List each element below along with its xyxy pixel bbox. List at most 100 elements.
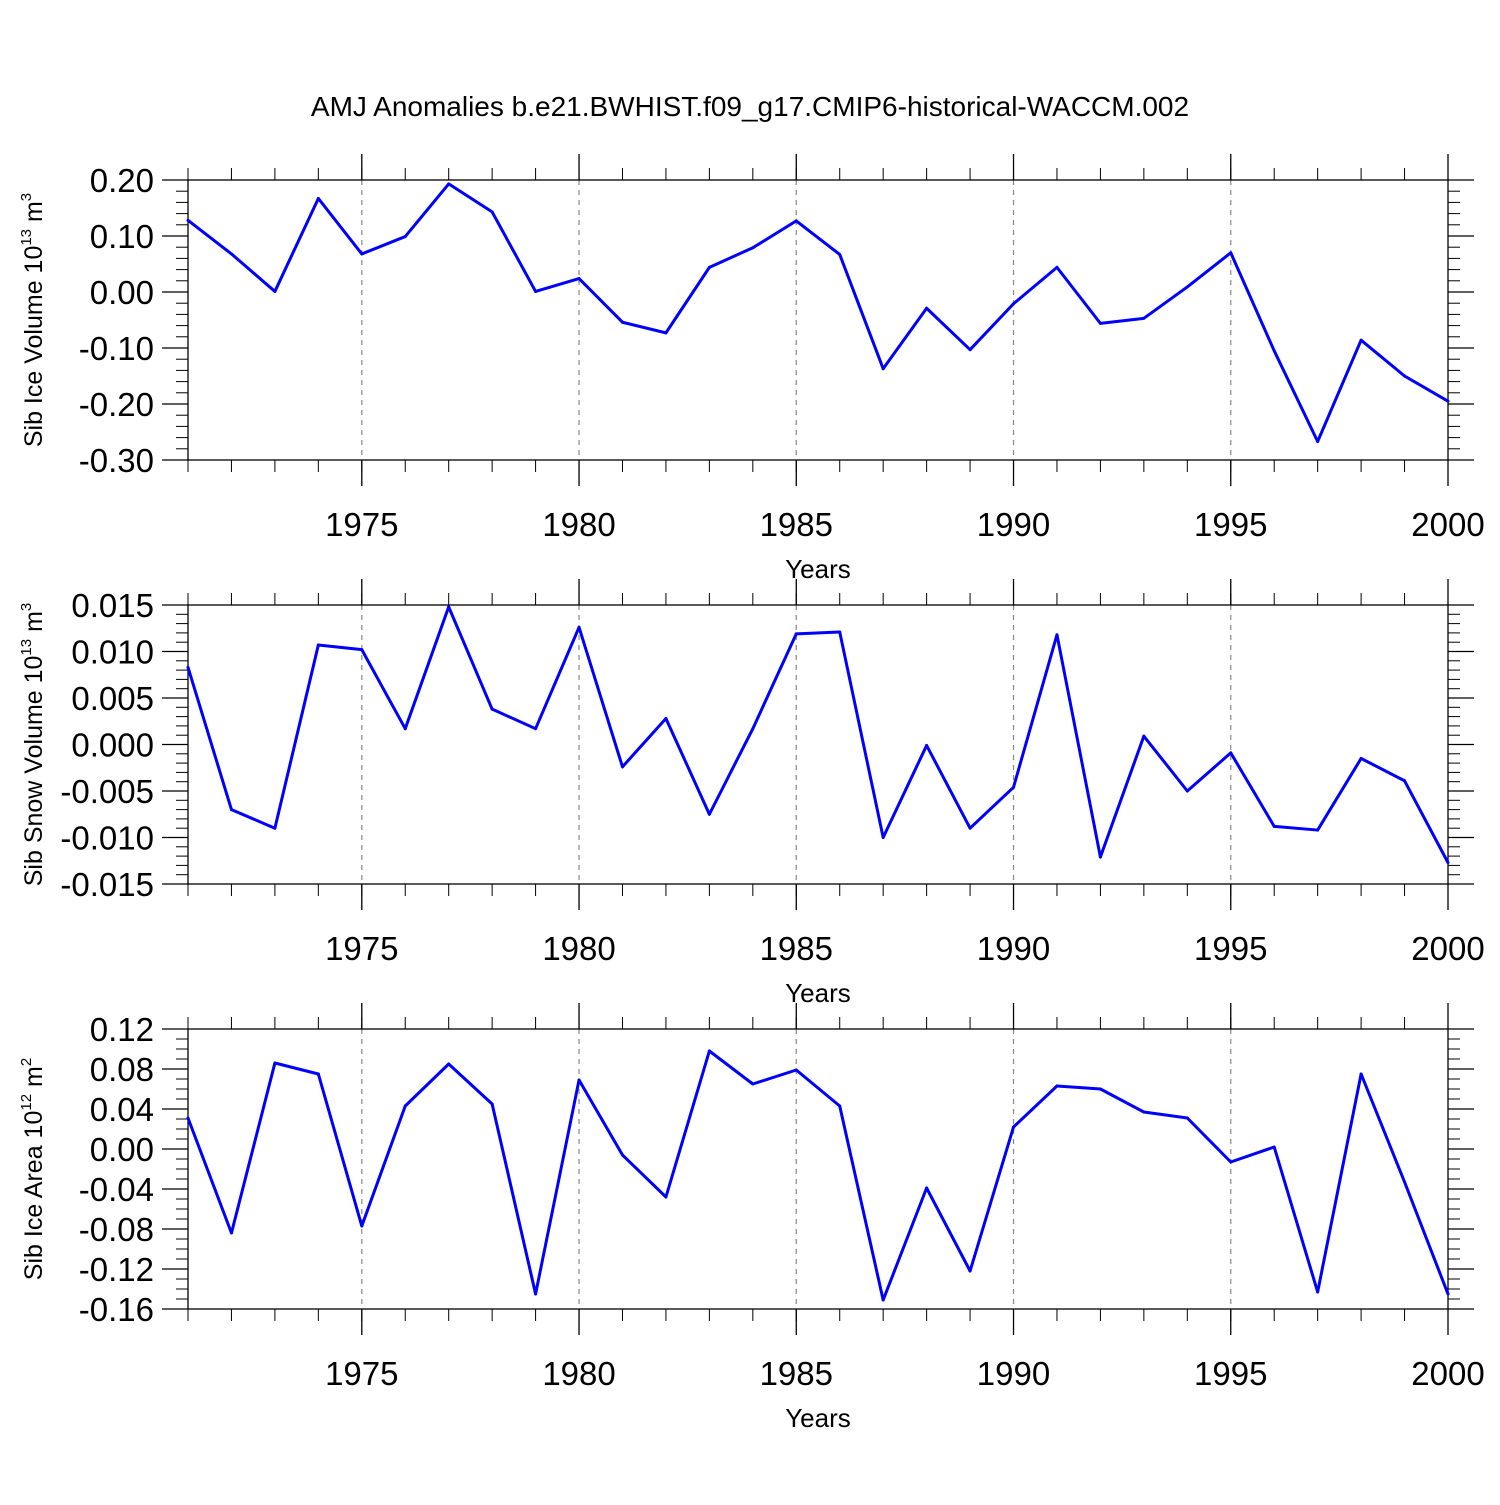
y-tick-label: -0.12 [79,1251,154,1288]
series-line [186,1049,1450,1302]
panel-ice-area: 0.120.080.040.00-0.04-0.08-0.12-0.16 1975… [18,1003,1485,1433]
y-axis-label-unit-exponent: 2 [18,1058,35,1066]
y-tick-label: -0.30 [79,442,154,479]
line-segment [1359,756,1407,783]
line-segment [838,252,885,371]
y-tick-label: -0.04 [79,1171,154,1208]
line-segment [360,235,407,256]
line-segment [707,727,755,816]
line-segment [925,306,972,352]
y-axis-label-text: Sib Ice Volume 10 [20,246,48,448]
x-tick-label: 1975 [325,930,398,967]
line-segment [707,1049,755,1086]
line-segment [1012,633,1059,789]
line-segment [273,643,320,830]
line-segment [316,196,364,256]
line-segment [1316,338,1363,444]
y-tick-label: 0.12 [90,1011,154,1048]
x-tick-label: 1985 [760,930,833,967]
y-tick-label: 0.00 [90,1131,154,1168]
panel-snow-volume: 0.015 0.010 0.005 0.000 -0.005 -0.010 -0.015 19… [18,579,1485,1008]
line-segment [1185,1116,1233,1164]
y-axis-label: Sib Snow Volume 1013 m3 [18,603,48,887]
y-tick-label: 0.005 [71,680,154,717]
line-segment [1012,265,1059,306]
line-segment [968,785,1016,830]
line-segment [447,605,494,711]
x-tick-label: 1975 [325,506,398,543]
x-tick-label: 1980 [542,930,615,967]
y-tick-label: 0.04 [90,1091,154,1128]
y-tick-label: 0.20 [90,162,154,199]
line-segment [1359,1072,1407,1184]
line-segment [664,716,711,816]
line-segment [1316,1072,1363,1294]
line-segment [490,1102,538,1296]
line-segment [534,625,581,731]
x-tick-label: 1995 [1194,506,1267,543]
y-axis-label-exponent: 13 [18,639,35,656]
line-segment [186,218,233,256]
x-tick-label: 1980 [542,506,615,543]
y-axis-label: Sib Ice Area 1012 m2 [18,1058,48,1280]
line-segment [751,1068,798,1086]
line-segment [186,665,233,812]
line-segment [1229,751,1276,828]
x-tick-label: 1980 [542,1355,615,1392]
line-segment [1272,349,1320,444]
x-tick-label: 1995 [1194,1355,1267,1392]
line-segment [229,252,277,293]
line-segment [229,1061,277,1235]
y-tick-label: -0.16 [79,1291,154,1328]
y-tick-label: -0.015 [60,866,154,903]
series-line [186,605,1450,865]
line-segment [1055,633,1102,859]
line-segment [1185,251,1233,289]
line-segment [186,1116,233,1235]
line-segment [751,632,798,731]
line-segment [1012,1084,1059,1129]
line-segment [794,630,842,636]
line-segment [794,1068,842,1108]
line-segment [751,219,798,250]
y-axis-label-unit: m [20,201,48,229]
y-axis-label-text: Sib Snow Volume 10 [20,656,48,887]
y-tick-label: -0.10 [79,330,154,367]
x-tick-label: 1975 [325,1355,398,1392]
x-tick-label: 1995 [1194,930,1267,967]
series-line [186,182,1450,444]
line-segment [881,306,929,371]
x-tick-label: 2000 [1411,930,1484,967]
line-segment [1316,756,1363,832]
x-tick-label: 2000 [1411,1355,1484,1392]
plot-frame [187,604,1449,885]
line-segment [1229,1145,1276,1164]
line-segment [1055,1084,1102,1091]
y-tick-label: 0.00 [90,274,154,311]
line-segment [403,182,451,239]
panel-ice-volume: 0.20 0.10 0.00 -0.10 -0.20 -0.30 1975 1980 1985 1… [18,154,1485,584]
line-segment [620,716,668,769]
y-tick-label: -0.010 [60,820,154,857]
line-segment [1359,338,1407,378]
line-segment [403,605,451,731]
y-axis-label-exponent: 12 [18,1094,35,1111]
line-segment [1142,285,1189,320]
line-segment [1142,1110,1189,1120]
x-axis-label: Years [785,1403,851,1433]
x-tick-label: 1990 [977,1355,1050,1392]
y-axis-label-text: Sib Ice Area 10 [20,1111,48,1281]
line-segment [1403,374,1450,403]
line-segment [490,707,538,731]
line-segment [316,643,364,652]
line-segment [273,1061,320,1076]
line-segment [1098,734,1146,859]
line-segment [1272,824,1320,832]
y-tick-label: 0.10 [90,218,154,255]
line-segment [403,1062,451,1108]
line-segment [1403,1180,1450,1296]
line-segment [838,1104,885,1302]
x-tick-label: 1990 [977,930,1050,967]
x-tick-label: 2000 [1411,506,1484,543]
